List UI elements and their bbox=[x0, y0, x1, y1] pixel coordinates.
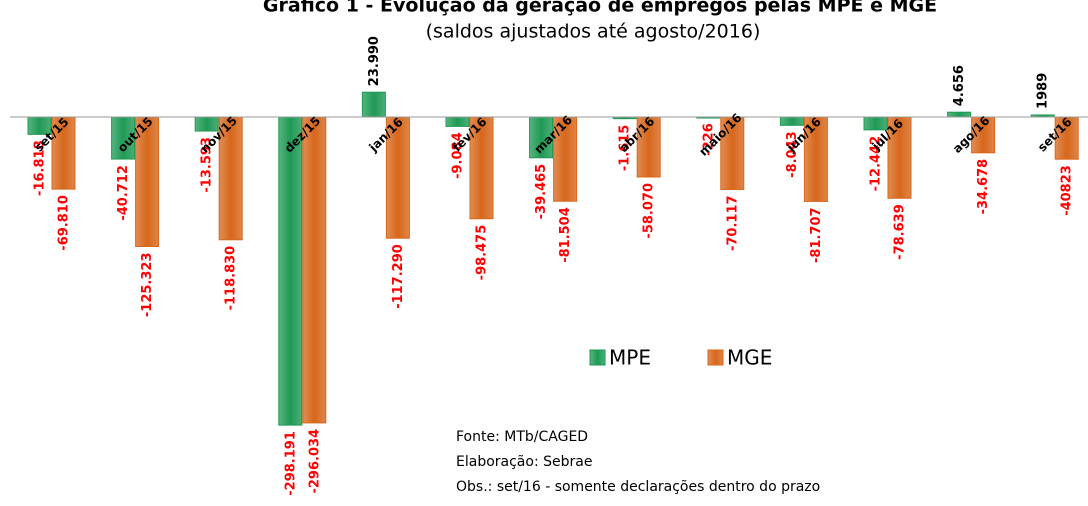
note: Elaboração: Sebrae bbox=[456, 454, 592, 470]
note: Obs.: set/16 - somente declarações dentr… bbox=[456, 479, 820, 495]
value-label: -40.712 bbox=[116, 165, 131, 221]
bar bbox=[947, 111, 972, 118]
value-label: -78.639 bbox=[893, 204, 908, 260]
value-label: -13.593 bbox=[200, 137, 215, 193]
value-label: -296.034 bbox=[307, 429, 322, 494]
value-label: -98.475 bbox=[475, 225, 490, 281]
legend-label: MPE bbox=[609, 346, 651, 370]
legend-swatch bbox=[589, 349, 606, 366]
value-label: -81.504 bbox=[558, 207, 573, 263]
legend-label: MGE bbox=[727, 346, 772, 370]
value-label: -34.678 bbox=[976, 159, 991, 215]
legend-swatch bbox=[707, 349, 724, 366]
value-label: -12.442 bbox=[869, 136, 884, 192]
value-label: -117.290 bbox=[391, 244, 406, 309]
bar bbox=[361, 91, 386, 118]
value-label: 4.656 bbox=[952, 65, 967, 106]
chart-title: Gráfico 1 - Evolução da geração de empre… bbox=[263, 0, 937, 17]
value-label: -298.191 bbox=[283, 431, 298, 496]
value-label: -81.707 bbox=[809, 207, 824, 263]
value-label: -39.465 bbox=[534, 164, 549, 220]
bar bbox=[779, 116, 804, 126]
bar bbox=[278, 116, 303, 426]
value-label: 1989 bbox=[1036, 73, 1051, 109]
value-label: -70.117 bbox=[725, 195, 740, 251]
value-label: -40823 bbox=[1060, 165, 1075, 216]
chart-subtitle: (saldos ajustados até agosto/2016) bbox=[426, 21, 761, 43]
value-label: -58.070 bbox=[642, 183, 657, 239]
note: Fonte: MTb/CAGED bbox=[456, 429, 588, 445]
value-label: -9.084 bbox=[451, 132, 466, 179]
value-label: -226 bbox=[701, 123, 716, 156]
value-label: -69.810 bbox=[57, 195, 72, 251]
value-label: -1.615 bbox=[618, 125, 633, 172]
value-label: -118.830 bbox=[224, 246, 239, 311]
value-label: -16.818 bbox=[33, 140, 48, 196]
bar bbox=[302, 116, 327, 424]
bar bbox=[445, 116, 470, 127]
value-label: 23.990 bbox=[367, 36, 382, 86]
value-label: -8.043 bbox=[785, 131, 800, 178]
value-label: -125.323 bbox=[140, 253, 155, 318]
